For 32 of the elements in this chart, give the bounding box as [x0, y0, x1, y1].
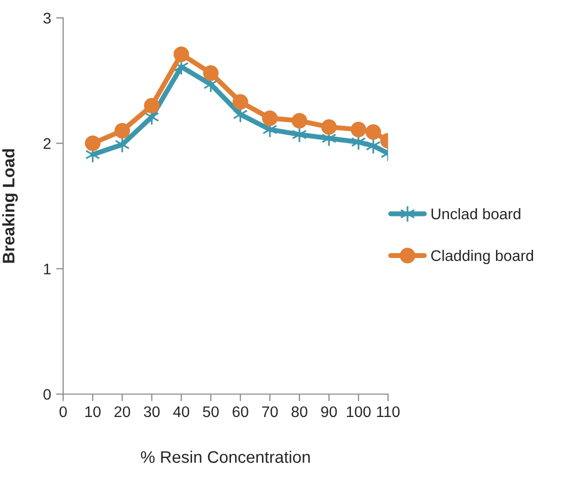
x-tick-label: 20 [114, 406, 130, 418]
y-tick-label: 1 [44, 264, 51, 274]
point [292, 112, 308, 129]
point [144, 98, 160, 114]
x-tick-label: 10 [85, 406, 101, 418]
x-tick-label: 30 [144, 406, 160, 418]
point [203, 65, 219, 81]
y-tick-label: 2 [44, 138, 51, 149]
legend-label: Cladding board [431, 250, 534, 264]
y-tick-label: 3 [43, 12, 51, 24]
x-tick-label: 100 [346, 406, 371, 418]
y-axis-title: Breaking Load [2, 149, 18, 263]
point [174, 46, 190, 62]
point [321, 119, 337, 135]
point [114, 122, 130, 139]
point [232, 94, 248, 110]
x-tick-label: 60 [232, 406, 248, 418]
point [262, 110, 278, 126]
x-tick-label: 0 [60, 406, 67, 418]
x-tick-label: 50 [202, 406, 219, 418]
x-tick-label: 90 [321, 406, 337, 418]
x-axis-title: % Resin Concentration [140, 450, 310, 463]
point [365, 124, 382, 140]
point [350, 122, 366, 138]
x-tick-label: 110 [377, 406, 400, 418]
x-tick-label: 70 [262, 406, 278, 418]
legend-label: Unclad board [432, 208, 520, 220]
point [84, 136, 100, 152]
x-tick-label: 40 [173, 406, 190, 418]
x-tick-label: 80 [292, 406, 308, 418]
point [292, 126, 307, 143]
y-tick-label: 0 [43, 388, 51, 400]
